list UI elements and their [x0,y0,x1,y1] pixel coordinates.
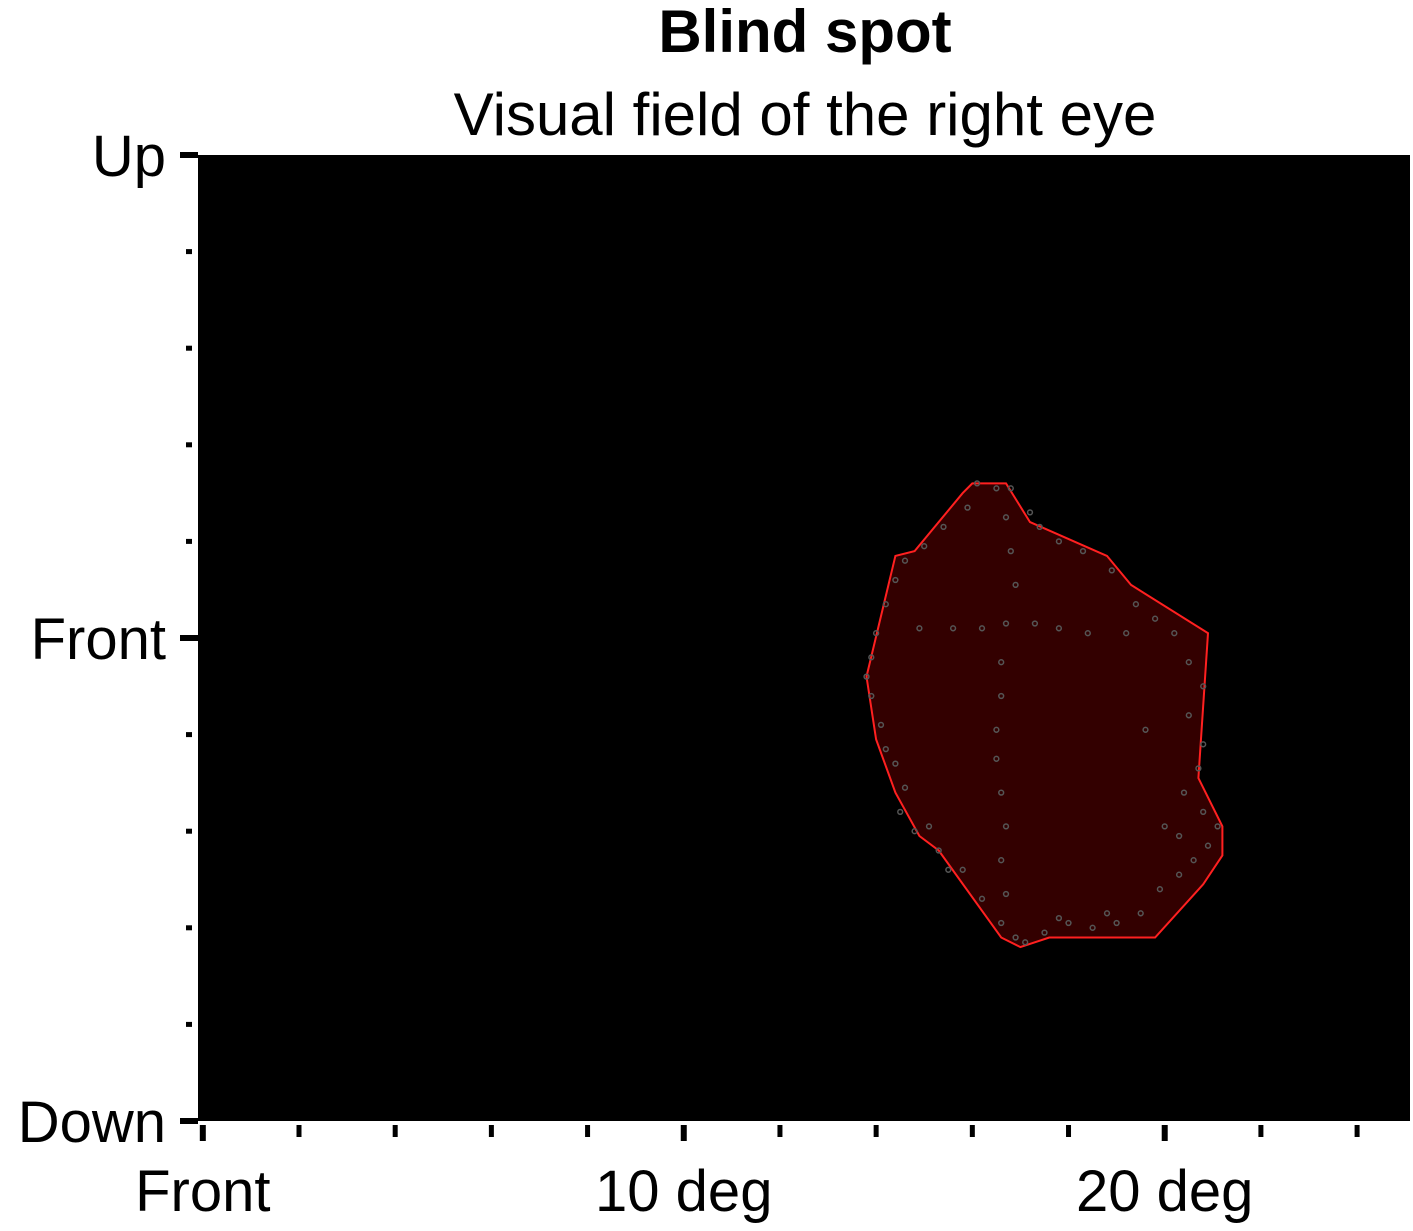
y-axis: Up Front Down [18,124,198,1155]
probe-point [1026,509,1034,516]
probe-point [1055,625,1063,632]
probe-point [901,557,909,564]
probe-point [1089,924,1096,931]
probe-point [1113,919,1120,927]
probe-point [1214,823,1221,830]
probe-point [1200,683,1207,690]
probe-point [897,808,904,816]
probe-point [1065,919,1072,927]
probe-point [1022,939,1029,946]
probe-point [1151,615,1159,622]
probe-point [892,576,899,584]
probe-point [925,823,933,830]
probe-point [1108,567,1115,574]
x-tick-label: 20 deg [1076,1159,1253,1224]
probe-point [1156,886,1164,893]
probe-point [911,828,918,835]
probe-point [868,692,875,700]
probe-point [1036,523,1043,531]
probe-point [1007,547,1014,555]
probe-point [1171,630,1178,637]
probe-points [863,480,1221,946]
probe-point [921,543,928,550]
probe-point [916,625,923,632]
plot-area [198,155,1410,1121]
probe-point [901,784,909,791]
probe-point [1084,630,1091,637]
probe-point [868,654,875,661]
probe-point [877,721,885,729]
probe-point [1031,620,1039,627]
probe-point [892,760,899,767]
probe-point [1002,890,1010,898]
chart-subtitle: Visual field of the right eye [454,81,1157,148]
probe-point [1002,514,1010,521]
probe-point [998,789,1005,796]
probe-point [978,895,986,902]
probe-point [1175,832,1183,840]
chart-title: Blind spot [658,0,951,65]
probe-point [1185,659,1192,666]
probe-point [1137,910,1144,917]
x-tick-label: Front [135,1159,270,1224]
probe-point [1161,823,1168,830]
probe-point [1195,765,1202,772]
probe-point [882,745,889,753]
probe-point [1204,842,1212,849]
probe-point [959,866,966,873]
probe-point [1142,726,1149,733]
probe-point [1103,910,1111,917]
probe-point [973,480,981,487]
probe-point [1012,934,1019,941]
probe-point [998,919,1005,927]
probe-point [1041,929,1048,936]
probe-point [1055,538,1063,545]
y-tick-label: Front [31,607,166,672]
probe-point [993,726,1000,733]
x-axis: Front 10 deg 20 deg [135,1125,1360,1224]
probe-point [1190,857,1197,864]
probe-point [882,601,889,608]
blind-spot-region [865,482,1224,949]
probe-point [1185,712,1192,719]
probe-point [1055,914,1063,922]
probe-point [1079,547,1087,555]
probe-point [1200,741,1207,748]
probe-point [1175,871,1183,878]
probe-point [940,523,947,531]
probe-point [872,630,880,637]
probe-point [863,673,870,680]
probe-point [998,692,1005,700]
probe-point [935,847,942,854]
probe-point [1180,789,1188,796]
probe-point [998,857,1005,864]
probe-point [964,504,971,511]
probe-point [1007,485,1014,492]
y-tick-label: Down [18,1090,166,1155]
probe-point [945,866,952,873]
probe-point [993,755,1000,762]
x-tick-label: 10 deg [595,1159,772,1224]
probe-point [1200,808,1207,816]
probe-point [1132,601,1140,608]
probe-point [978,625,986,632]
probe-point [1002,620,1010,627]
probe-point [1002,823,1010,830]
probe-point [1012,581,1019,589]
y-tick-label: Up [92,124,166,189]
probe-point [949,625,957,632]
probe-point [1123,630,1130,637]
probe-point [993,485,1000,492]
probe-point [998,659,1005,666]
